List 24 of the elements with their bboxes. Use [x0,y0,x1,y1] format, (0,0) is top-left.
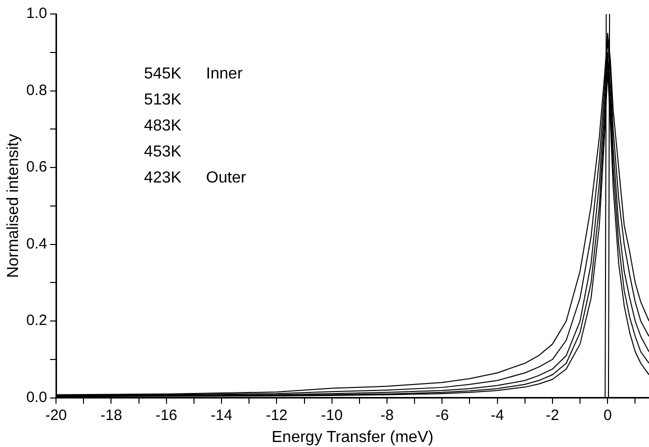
x-tick-label: -2 [546,406,560,424]
x-tick-label: -6 [435,406,449,424]
x-tick-label: -20 [45,406,67,424]
x-tick-label: -12 [266,406,288,424]
y-tick-label: 0.0 [26,388,48,406]
text: 423K Outer [144,169,246,186]
y-tick-label: 0.2 [26,312,48,330]
annotation: 483K [144,117,182,134]
y-tick-label: 1.0 [26,5,48,22]
annotation: 453K [144,143,182,160]
y-tick-label: 0.4 [26,235,48,252]
x-tick-label: 0 [603,406,612,424]
annotation: 513K [144,91,182,108]
x-tick-label: -14 [210,406,232,424]
x-tick-label: -18 [100,406,122,424]
x-axis-title: Energy Transfer (meV) [272,428,434,446]
text: 545K Inner [144,65,243,82]
x-tick-label: -8 [380,406,394,424]
x-tick-label: -16 [156,406,178,424]
x-tick-label: -10 [321,406,343,424]
y-tick-label: 0.6 [26,158,48,176]
y-tick-label: 0.8 [26,82,48,99]
x-tick-label: -4 [490,406,504,424]
y-axis-title: Normalised intensity [5,134,22,278]
